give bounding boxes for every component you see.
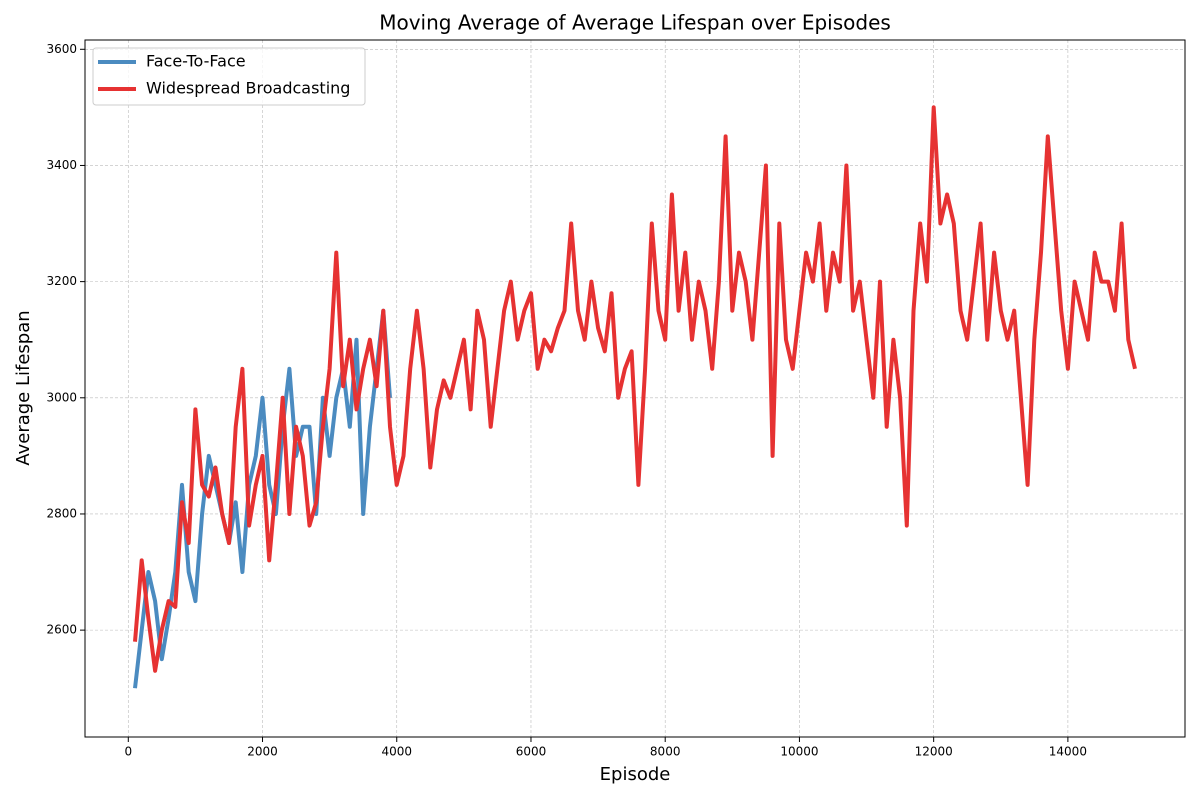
x-tick-label: 8000 (650, 745, 681, 759)
x-tick-label: 10000 (780, 745, 818, 759)
legend-label: Widespread Broadcasting (146, 79, 350, 98)
y-tick-label: 3400 (46, 158, 77, 172)
y-axis-label: Average Lifespan (13, 310, 34, 465)
x-tick-label: 14000 (1049, 745, 1087, 759)
x-tick-label: 2000 (247, 745, 278, 759)
plot-frame (84, 39, 1186, 738)
x-tick-label: 0 (124, 745, 132, 759)
y-tick-label: 3600 (46, 42, 77, 56)
y-tick-label: 2800 (46, 506, 77, 520)
x-tick-label: 6000 (516, 745, 547, 759)
y-tick-label: 2600 (46, 623, 77, 637)
legend-box (92, 47, 366, 106)
y-tick-label: 3000 (46, 390, 77, 404)
series-line (133, 105, 1137, 673)
x-tick-label: 12000 (915, 745, 953, 759)
y-tick-label: 3200 (46, 274, 77, 288)
legend-label: Face-To-Face (146, 52, 246, 71)
chart-title: Moving Average of Average Lifespan over … (379, 11, 891, 35)
x-axis-label: Episode (600, 764, 671, 785)
x-tick-label: 4000 (381, 745, 412, 759)
